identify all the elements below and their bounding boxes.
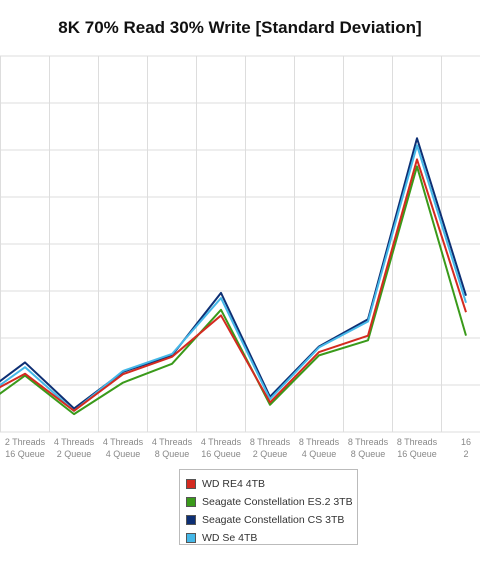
legend-swatch bbox=[186, 533, 196, 543]
legend-swatch bbox=[186, 479, 196, 489]
legend-label: Seagate Constellation ES.2 3TB bbox=[202, 496, 353, 508]
x-tick-label: 4 Threads bbox=[54, 437, 95, 447]
x-tick-label: 16 Queue bbox=[397, 449, 437, 459]
x-tick-label: 8 Queue bbox=[351, 449, 386, 459]
grid bbox=[0, 55, 480, 433]
x-tick-label: 8 Threads bbox=[299, 437, 340, 447]
legend-swatch bbox=[186, 515, 196, 525]
series-line-1 bbox=[0, 165, 467, 416]
legend-swatch bbox=[186, 497, 196, 507]
x-tick-label: 16 Queue bbox=[5, 449, 45, 459]
series-line-0 bbox=[0, 158, 467, 412]
x-tick-label: 2 Queue bbox=[57, 449, 92, 459]
chart-title: 8K 70% Read 30% Write [Standard Deviatio… bbox=[58, 18, 422, 37]
x-tick-label: 16 Queue bbox=[201, 449, 241, 459]
x-tick-label: 4 Threads bbox=[201, 437, 242, 447]
x-tick-label: 8 Threads bbox=[348, 437, 389, 447]
series-line-3 bbox=[0, 144, 467, 412]
series-line-2 bbox=[0, 137, 467, 410]
legend-item: Seagate Constellation ES.2 3TB bbox=[186, 493, 357, 511]
legend-item: WD Se 4TB bbox=[186, 529, 357, 547]
x-tick-label: 4 Queue bbox=[302, 449, 337, 459]
x-tick-label: 2 bbox=[463, 449, 468, 459]
x-tick-label: 8 Threads bbox=[397, 437, 438, 447]
series-lines bbox=[0, 137, 467, 416]
legend-item: WD RE4 4TB bbox=[186, 475, 357, 493]
x-tick-label: 4 Queue bbox=[106, 449, 141, 459]
legend-label: WD RE4 4TB bbox=[202, 478, 266, 490]
x-tick-label: 8 Threads bbox=[250, 437, 291, 447]
x-tick-label: 2 Threads bbox=[5, 437, 46, 447]
legend-label: WD Se 4TB bbox=[202, 532, 258, 544]
x-tick-label: 16 bbox=[461, 437, 471, 447]
legend-item: Seagate Constellation CS 3TB bbox=[186, 511, 357, 529]
x-tick-label: 4 Threads bbox=[103, 437, 144, 447]
x-tick-label: 4 Threads bbox=[152, 437, 193, 447]
legend: WD RE4 4TB Seagate Constellation ES.2 3TB… bbox=[179, 469, 358, 545]
legend-label: Seagate Constellation CS 3TB bbox=[202, 514, 345, 526]
x-tick-label: 8 Queue bbox=[155, 449, 190, 459]
x-tick-label: 2 Queue bbox=[253, 449, 288, 459]
